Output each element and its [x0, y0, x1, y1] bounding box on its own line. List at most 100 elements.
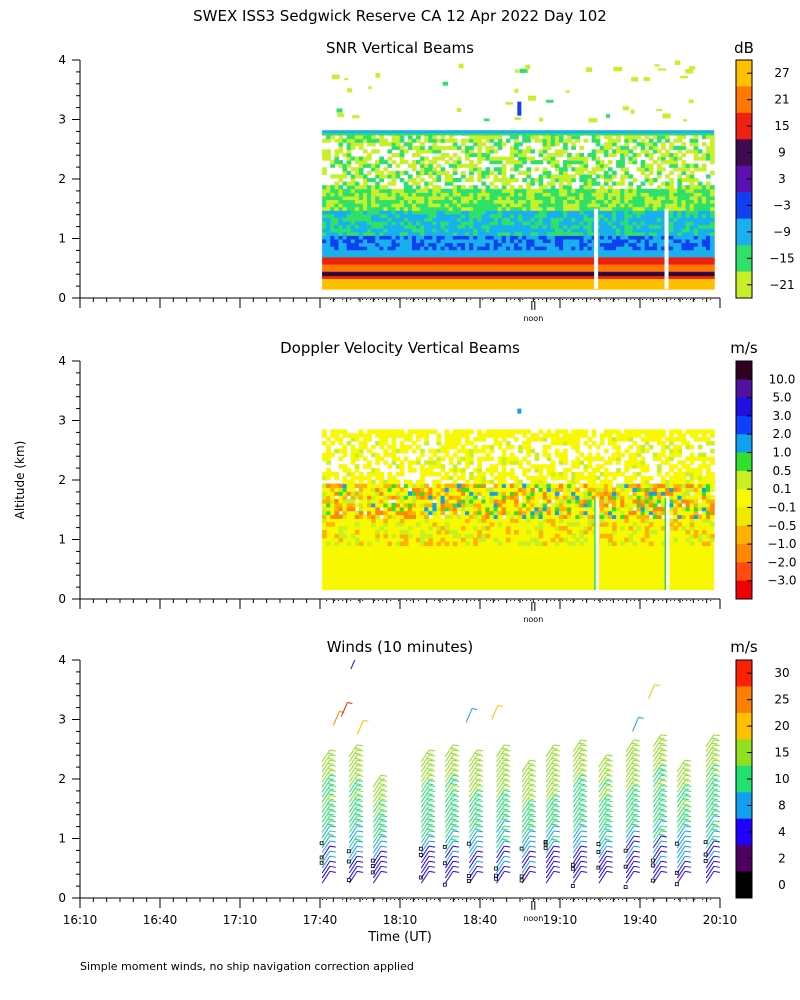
snr-cell [518, 242, 523, 247]
doppler-cell [477, 471, 482, 477]
doppler-cell [477, 448, 482, 454]
snr-cell [681, 231, 687, 236]
snr-cell [665, 185, 670, 190]
snr-cell [350, 188, 356, 193]
snr-cell [710, 263, 715, 269]
snr-cell [358, 192, 364, 197]
snr-cell [444, 281, 450, 287]
doppler-cell [440, 468, 446, 473]
snr-cell [538, 274, 544, 279]
snr-cell [469, 203, 474, 208]
snr-cell [497, 228, 503, 233]
doppler-cell [342, 495, 348, 500]
snr-cell [395, 249, 401, 254]
snr-cell [652, 235, 658, 240]
snr-cell [697, 185, 703, 190]
snr-cell [583, 242, 589, 247]
doppler-cell [424, 429, 429, 434]
doppler-cell [326, 506, 331, 512]
snr-cell [342, 238, 348, 244]
snr-cell [644, 206, 650, 211]
snr-cell [420, 149, 425, 154]
snr-cell [554, 256, 560, 262]
snr-cell [481, 267, 487, 272]
snr-cell [648, 249, 654, 254]
doppler-cell [497, 502, 503, 508]
data-dot [694, 299, 696, 300]
doppler-cell [550, 468, 556, 473]
data-dot [570, 299, 572, 300]
snr-cell [346, 145, 352, 150]
data-dot [634, 299, 636, 300]
snr-cell [322, 267, 327, 272]
snr-cell [383, 210, 389, 215]
snr-cell [701, 134, 707, 140]
snr-cell [644, 278, 650, 283]
snr-cell [542, 149, 548, 154]
snr-cell [685, 188, 691, 193]
snr-speck [337, 113, 344, 118]
snr-cell [710, 281, 715, 287]
snr-cell [444, 181, 450, 186]
data-dot [390, 299, 392, 300]
snr-cell [652, 195, 658, 201]
colorbar-tick-label: −21 [769, 278, 794, 292]
doppler-cell [460, 456, 466, 461]
snr-cell [624, 220, 629, 226]
snr-cell [689, 267, 695, 272]
snr-cell [497, 274, 503, 279]
doppler-cell [432, 471, 438, 477]
snr-cell [518, 142, 523, 147]
snr-cell [575, 195, 580, 201]
doppler-cell [342, 487, 348, 492]
snr-cell [444, 285, 450, 290]
snr-cell [677, 145, 683, 150]
snr-cell [624, 142, 629, 147]
snr-cell [469, 177, 474, 183]
snr-cell [538, 160, 544, 165]
doppler-cell [375, 429, 380, 434]
snr-cell [616, 267, 621, 272]
doppler-cell [571, 541, 576, 547]
snr-cell [465, 145, 470, 150]
snr-cell [346, 224, 352, 229]
snr-cell [669, 210, 674, 215]
snr-cell [558, 192, 564, 197]
snr-cell [416, 274, 421, 279]
snr-cell [595, 134, 601, 140]
snr-cell [554, 278, 560, 283]
snr-cell [567, 231, 572, 236]
snr-cell [550, 163, 556, 168]
snr-cell [587, 267, 593, 272]
snr-cell [375, 260, 380, 265]
doppler-cell [346, 541, 352, 547]
snr-cell [395, 188, 401, 193]
snr-cell [612, 220, 617, 226]
snr-cell [599, 145, 605, 150]
snr-cell [612, 138, 617, 143]
snr-cell [509, 167, 515, 172]
snr-cell [648, 195, 654, 201]
snr-cell [391, 134, 397, 140]
snr-cell [436, 213, 442, 219]
snr-cell [501, 274, 507, 279]
doppler-cell [481, 437, 487, 442]
snr-cell [509, 174, 515, 179]
snr-cell [452, 256, 458, 262]
snr-cell [542, 188, 548, 193]
data-dot [434, 299, 436, 300]
snr-cell [628, 246, 634, 251]
snr-cell [681, 267, 687, 272]
snr-cell [375, 138, 380, 143]
snr-cell [620, 267, 625, 272]
snr-cell [424, 242, 429, 247]
snr-cell [465, 149, 470, 154]
snr-cell [710, 138, 715, 143]
snr-cell [620, 174, 625, 179]
snr-cell [354, 160, 360, 165]
snr-cell [567, 274, 572, 279]
doppler-cell [558, 514, 564, 519]
doppler-cell [477, 502, 482, 508]
snr-cell [367, 249, 372, 254]
